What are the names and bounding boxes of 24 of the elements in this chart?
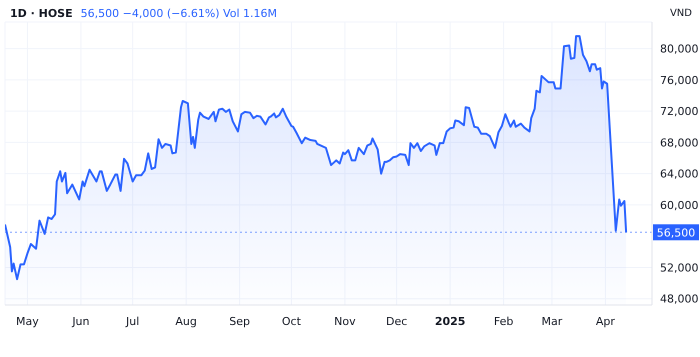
- chart-subtitle: 56,500 −4,000 (−6.61%) Vol 1.16M: [80, 7, 277, 20]
- y-tick-label: 60,000: [660, 198, 698, 212]
- ref-line-label: 56,500: [656, 226, 696, 240]
- y-tick-label: 52,000: [660, 261, 698, 274]
- x-tick-label: Feb: [494, 315, 514, 328]
- chart-title: 1D · HOSE: [10, 7, 73, 20]
- y-axis-title: VND: [670, 8, 692, 19]
- x-tick-label: Sep: [229, 315, 250, 328]
- x-tick-label: Mar: [542, 315, 563, 328]
- x-tick-label: 2025: [434, 315, 466, 328]
- x-tick-label: Jul: [125, 315, 140, 328]
- x-tick-label: Jun: [71, 315, 90, 328]
- x-tick-label: May: [16, 315, 40, 328]
- x-tick-label: Nov: [334, 315, 356, 328]
- y-tick-label: 64,000: [660, 168, 698, 181]
- y-tick-label: 68,000: [660, 136, 698, 150]
- y-tick-label: 76,000: [660, 74, 698, 87]
- x-tick-label: Dec: [386, 315, 408, 328]
- y-tick-label: 80,000: [660, 42, 698, 56]
- y-tick-label: 72,000: [660, 105, 698, 118]
- x-tick-label: Apr: [596, 315, 616, 328]
- x-tick-label: Aug: [175, 315, 197, 328]
- y-tick-label: 48,000: [660, 292, 698, 306]
- x-tick-label: Oct: [282, 315, 302, 328]
